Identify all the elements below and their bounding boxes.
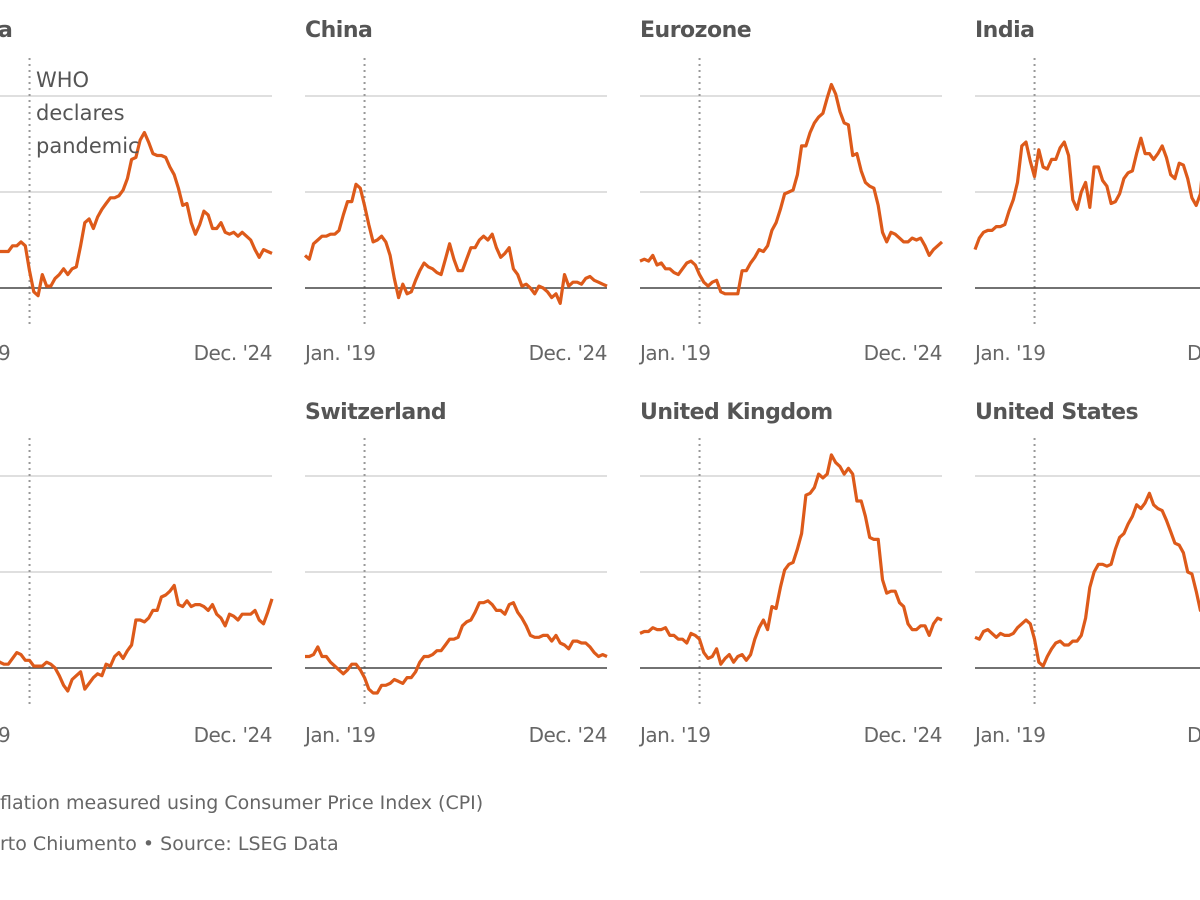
x-end-label-4: Dec. '24 <box>193 723 273 747</box>
panel-title-1: China <box>305 18 373 43</box>
annotation-line: WHO <box>36 68 90 92</box>
x-start-label-4: 9 <box>0 723 11 747</box>
inflation-line-7 <box>974 491 1200 668</box>
x-start-label-5: Jan. '19 <box>305 723 376 747</box>
x-start-label-0: 9 <box>0 341 11 365</box>
panel-title-0: a <box>0 18 13 43</box>
inflation-line-3 <box>973 136 1200 251</box>
annotation-line: declares <box>36 101 125 125</box>
panel-title-3: India <box>975 18 1035 43</box>
panel-title-5: Switzerland <box>305 400 447 425</box>
x-end-label-7: D <box>1187 723 1200 747</box>
x-end-label-1: Dec. '24 <box>528 341 608 365</box>
x-end-label-0: Dec. '24 <box>193 341 273 365</box>
x-end-label-3: D <box>1187 341 1200 365</box>
x-start-label-1: Jan. '19 <box>305 341 376 365</box>
panel-title-2: Eurozone <box>640 18 752 43</box>
inflation-line-0 <box>0 130 273 298</box>
inflation-line-4 <box>0 583 274 693</box>
x-end-label-2: Dec. '24 <box>863 341 943 365</box>
inflation-line-2 <box>639 82 944 296</box>
x-start-label-3: Jan. '19 <box>975 341 1046 365</box>
x-start-label-6: Jan. '19 <box>640 723 711 747</box>
x-start-label-2: Jan. '19 <box>640 341 711 365</box>
panel-title-6: United Kingdom <box>640 400 833 425</box>
pandemic-annotation: WHO declares pandemic <box>36 64 140 163</box>
annotation-line: pandemic <box>36 134 140 158</box>
footer-note: flation measured using Consumer Price In… <box>0 792 484 814</box>
x-end-label-5: Dec. '24 <box>528 723 608 747</box>
x-start-label-7: Jan. '19 <box>975 723 1046 747</box>
x-end-label-6: Dec. '24 <box>863 723 943 747</box>
panel-title-7: United States <box>975 400 1139 425</box>
footer-credit: rto Chiumento • Source: LSEG Data <box>0 833 339 855</box>
inflation-line-5 <box>305 599 608 695</box>
inflation-line-6 <box>639 453 943 666</box>
inflation-line-1 <box>303 182 608 305</box>
